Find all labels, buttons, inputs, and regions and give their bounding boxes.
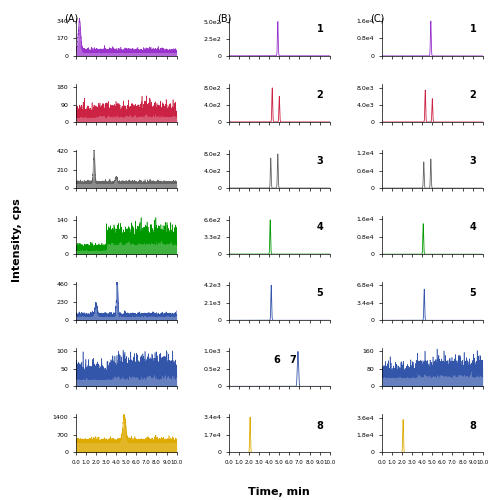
- Text: 4: 4: [317, 222, 323, 232]
- Text: Time, min: Time, min: [248, 487, 310, 497]
- Text: 2: 2: [317, 90, 323, 100]
- Text: 4: 4: [469, 222, 476, 232]
- Text: 3: 3: [469, 156, 476, 166]
- Text: 2: 2: [469, 90, 476, 100]
- Text: 5: 5: [469, 288, 476, 298]
- Text: 7: 7: [290, 354, 296, 364]
- Text: (C): (C): [370, 14, 384, 24]
- Text: 6: 6: [273, 354, 280, 364]
- Text: 1: 1: [469, 24, 476, 34]
- Text: 5: 5: [317, 288, 323, 298]
- Text: (A): (A): [64, 14, 78, 24]
- Text: 8: 8: [317, 420, 323, 430]
- Text: (B): (B): [217, 14, 231, 24]
- Text: 1: 1: [317, 24, 323, 34]
- Text: Intensity, cps: Intensity, cps: [12, 198, 22, 282]
- Text: 8: 8: [469, 420, 476, 430]
- Text: 3: 3: [317, 156, 323, 166]
